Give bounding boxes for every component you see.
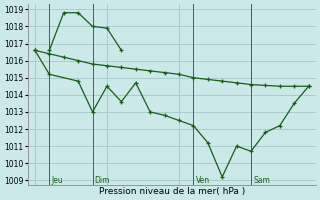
X-axis label: Pression niveau de la mer( hPa ): Pression niveau de la mer( hPa ) bbox=[99, 187, 245, 196]
Text: Jeu: Jeu bbox=[52, 176, 63, 185]
Text: Dim: Dim bbox=[95, 176, 110, 185]
Text: Ven: Ven bbox=[196, 176, 210, 185]
Text: Sam: Sam bbox=[253, 176, 270, 185]
